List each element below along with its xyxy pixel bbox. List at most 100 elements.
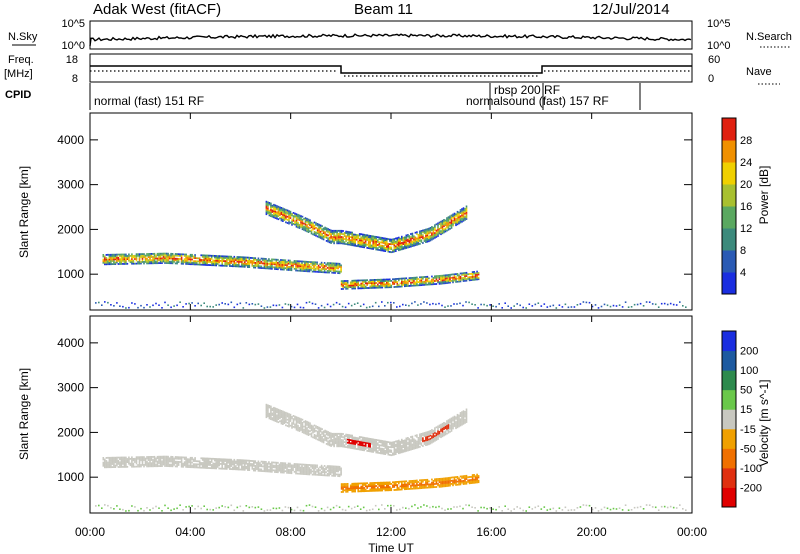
velocity-cell [269,464,272,467]
velocity-cell [305,471,308,474]
velocity-cell [363,438,365,441]
velocity-cell [122,461,124,464]
velocity-cell [265,414,268,417]
velocity-cell [287,472,290,474]
power-cell [377,248,379,251]
power-cell [682,305,684,307]
velocity-cell [132,458,135,460]
power-cell [386,241,388,243]
velocity-cell [301,418,304,421]
power-cell [437,224,439,226]
velocity-cell [120,466,123,468]
power-cell [342,281,344,284]
velocity-cell [351,489,353,491]
power-cell [355,279,358,282]
power-cell [672,303,675,306]
power-cell [221,256,223,259]
power-cell [434,227,436,230]
power-cell [253,266,255,269]
power-cell [464,273,466,276]
power-cell [315,222,317,225]
power-cell [267,202,269,205]
power-cell [390,241,393,244]
power-cell [283,217,286,220]
velocity-cell [378,483,381,486]
power-cell [334,268,336,271]
power-cell [461,208,463,210]
velocity-cell [125,466,127,468]
velocity-cell [402,483,405,486]
velocity-cell [447,478,450,481]
power-cell [410,245,412,248]
velocity-cell [254,461,257,464]
power-cell [366,284,368,286]
nave-tick-top: 60 [708,54,720,66]
velocity-cell [248,461,251,464]
power-cell [428,229,430,232]
velocity-cell [122,458,124,460]
velocity-cell [210,464,213,466]
power-cell [123,259,126,262]
velocity-cell [180,456,183,459]
power-cell [440,274,442,277]
power-cell [321,228,323,231]
velocity-cell [273,406,275,409]
power-cell [340,281,343,284]
velocity-cell [404,480,406,483]
velocity-cell [354,444,356,447]
velocity-cell [122,466,124,468]
velocity-cell [372,488,374,491]
power-cell [242,307,245,309]
velocity-cell [198,463,201,466]
velocity-cell [307,434,310,436]
power-cell [331,229,334,232]
velocity-cell [126,459,129,462]
power-cell [123,263,126,265]
velocity-cell [399,488,402,491]
velocity-cell [108,458,111,461]
velocity-cell [319,427,322,430]
power-cell [459,280,462,283]
velocity-cell [407,437,409,439]
power-cell [332,262,335,265]
velocity-cell [313,469,315,471]
power-cell [383,237,385,240]
power-cell [267,206,269,208]
power-cell [458,221,460,223]
velocity-cell [334,437,337,440]
power-cell [343,233,346,236]
power-cell [474,274,477,276]
velocity-cell [336,443,338,446]
power-cell [170,257,172,260]
power-cell [165,260,168,263]
power-cell [663,302,666,305]
velocity-cell [301,425,304,427]
velocity-cell [434,483,436,485]
velocity-cell [370,485,373,488]
power-cell [336,231,338,234]
velocity-cell [401,487,403,489]
power-cell [275,260,278,263]
velocity-cell [446,420,448,422]
velocity-cell [369,439,371,442]
power-cell [191,263,193,266]
velocity-cell [386,450,388,453]
power-cell [428,283,430,286]
power-cell [271,204,274,207]
power-cell [288,221,290,223]
power-cell [218,259,220,262]
power-cell [639,302,642,305]
power-cell [313,267,315,270]
power-cell [307,262,309,265]
power-cell [414,283,417,285]
power-cell [301,263,303,266]
power-cell [327,228,329,230]
velocity-cell [288,424,290,426]
power-cell [335,301,338,304]
power-cell [431,283,433,286]
power-cell [307,218,310,221]
velocity-cell [276,409,278,412]
power-cell [307,265,309,268]
velocity-cell [280,462,282,464]
power-cell [326,303,329,306]
